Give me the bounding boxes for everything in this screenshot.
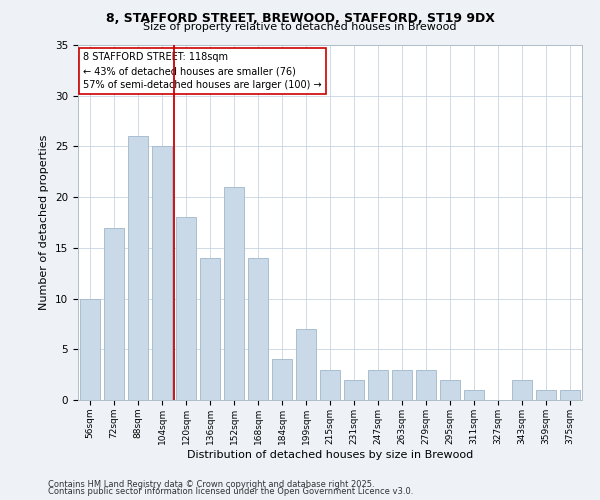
Bar (176, 218, 196, 400)
Bar (536, 390, 556, 400)
Bar (224, 187, 244, 400)
Bar (80, 298, 100, 400)
Bar (392, 370, 412, 400)
Bar (128, 136, 148, 400)
Text: Contains HM Land Registry data © Crown copyright and database right 2025.: Contains HM Land Registry data © Crown c… (48, 480, 374, 489)
Bar (248, 258, 268, 400)
Text: Contains public sector information licensed under the Open Government Licence v3: Contains public sector information licen… (48, 487, 413, 496)
Text: Size of property relative to detached houses in Brewood: Size of property relative to detached ho… (143, 22, 457, 32)
Bar (152, 146, 172, 400)
Bar (560, 390, 580, 400)
Bar (272, 360, 292, 400)
Bar (368, 370, 388, 400)
Y-axis label: Number of detached properties: Number of detached properties (40, 135, 49, 310)
Bar (200, 258, 220, 400)
X-axis label: Distribution of detached houses by size in Brewood: Distribution of detached houses by size … (187, 450, 473, 460)
Bar (344, 380, 364, 400)
Text: 8, STAFFORD STREET, BREWOOD, STAFFORD, ST19 9DX: 8, STAFFORD STREET, BREWOOD, STAFFORD, S… (106, 12, 494, 24)
Bar (416, 370, 436, 400)
Text: 8 STAFFORD STREET: 118sqm
← 43% of detached houses are smaller (76)
57% of semi-: 8 STAFFORD STREET: 118sqm ← 43% of detac… (83, 52, 322, 90)
Bar (104, 228, 124, 400)
Bar (464, 390, 484, 400)
Bar (296, 329, 316, 400)
Bar (320, 370, 340, 400)
Bar (440, 380, 460, 400)
Bar (512, 380, 532, 400)
